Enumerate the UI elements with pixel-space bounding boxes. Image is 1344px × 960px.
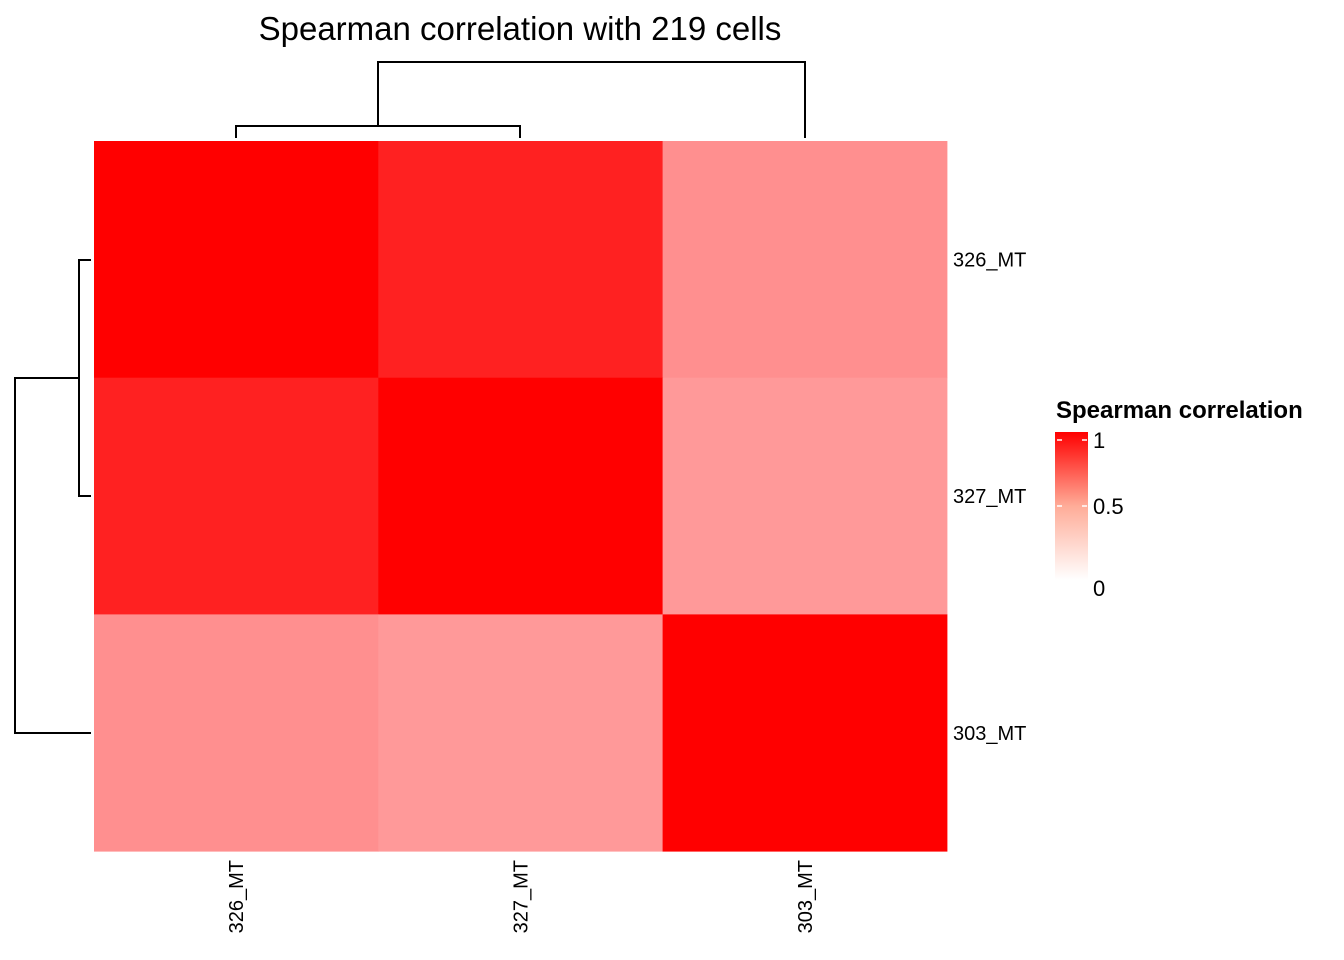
legend-tick-label-0.5: 0.5 — [1093, 494, 1124, 519]
heatmap-cell-303_MT-303_MT — [662, 614, 948, 852]
heatmap-cell-326_MT-327_MT — [378, 141, 664, 379]
row-dendrogram — [14, 259, 91, 734]
heatmap-cell-327_MT-327_MT — [378, 377, 664, 615]
column-label-303_MT: 303_MT — [795, 860, 817, 933]
color-legend: Spearman correlation 10.50 — [1055, 397, 1303, 601]
chart-title: Spearman correlation with 219 cells — [259, 10, 782, 47]
heatmap-cell-326_MT-326_MT — [94, 141, 379, 379]
heatmap-cell-303_MT-327_MT — [378, 614, 664, 852]
legend-tick-label-1: 1 — [1093, 428, 1105, 453]
row-dendrogram-merge-326-327 — [78, 259, 91, 497]
heatmap-cells — [94, 141, 948, 852]
legend-title: Spearman correlation — [1056, 397, 1303, 424]
heatmap-cell-327_MT-303_MT — [662, 377, 948, 615]
column-dendrogram-merge-326-327 — [235, 125, 521, 138]
legend-ticks: 10.50 — [1057, 428, 1124, 601]
heatmap-cell-303_MT-326_MT — [94, 614, 379, 852]
legend-tick-label-0: 0 — [1093, 576, 1105, 601]
row-label-326_MT: 326_MT — [953, 249, 1026, 271]
column-labels: 326_MT 327_MT 303_MT — [226, 860, 817, 933]
column-label-327_MT: 327_MT — [510, 860, 532, 933]
column-dendrogram — [235, 61, 806, 138]
column-dendrogram-merge-root — [377, 61, 806, 138]
row-dendrogram-merge-root — [14, 377, 91, 734]
heatmap-cell-326_MT-303_MT — [662, 141, 948, 379]
row-label-303_MT: 303_MT — [953, 723, 1026, 745]
row-labels: 326_MT 327_MT 303_MT — [953, 249, 1026, 744]
column-label-326_MT: 326_MT — [226, 860, 248, 933]
row-label-327_MT: 327_MT — [953, 486, 1026, 508]
heatmap-cell-327_MT-326_MT — [94, 377, 379, 615]
